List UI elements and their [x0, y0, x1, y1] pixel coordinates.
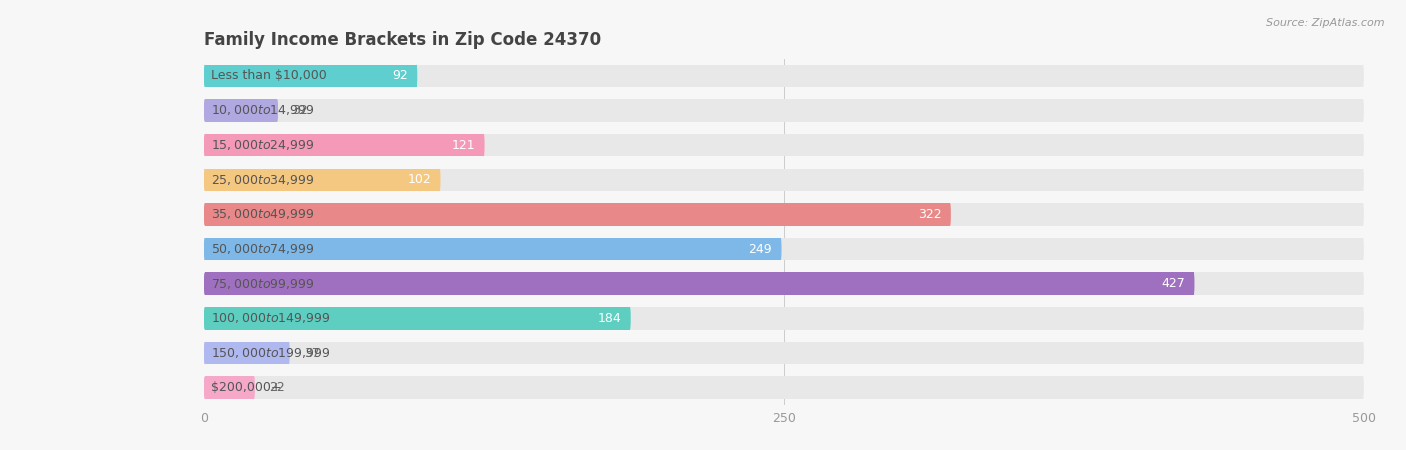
Circle shape	[949, 203, 950, 226]
Bar	[205, 342, 1362, 365]
Text: 32: 32	[292, 104, 308, 117]
Circle shape	[204, 342, 205, 365]
Text: 322: 322	[918, 208, 942, 221]
Text: 37: 37	[304, 346, 319, 360]
Circle shape	[1362, 238, 1364, 261]
Bar	[205, 307, 1362, 330]
Bar	[205, 238, 1362, 261]
Circle shape	[204, 168, 205, 191]
Circle shape	[416, 64, 418, 87]
Circle shape	[253, 376, 254, 399]
Bar	[205, 307, 630, 330]
Circle shape	[1362, 168, 1364, 191]
Circle shape	[630, 307, 631, 330]
Bar	[205, 203, 950, 226]
Circle shape	[204, 134, 205, 157]
Circle shape	[204, 307, 205, 330]
Text: $200,000+: $200,000+	[211, 381, 281, 394]
Text: 184: 184	[598, 312, 621, 325]
Circle shape	[484, 134, 485, 157]
Bar	[205, 238, 780, 261]
Bar	[205, 376, 1362, 399]
Bar	[205, 99, 1362, 122]
Bar	[205, 272, 1194, 295]
Circle shape	[204, 168, 205, 191]
Circle shape	[1362, 342, 1364, 365]
Text: 427: 427	[1161, 277, 1185, 290]
Circle shape	[204, 238, 205, 261]
Bar	[205, 134, 484, 157]
Bar	[205, 272, 1362, 295]
Circle shape	[204, 272, 205, 295]
Bar	[205, 64, 1362, 87]
Text: $10,000 to $14,999: $10,000 to $14,999	[211, 104, 315, 117]
Text: $150,000 to $199,999: $150,000 to $199,999	[211, 346, 330, 360]
Text: 92: 92	[392, 69, 408, 82]
Text: $25,000 to $34,999: $25,000 to $34,999	[211, 173, 315, 187]
Text: Family Income Brackets in Zip Code 24370: Family Income Brackets in Zip Code 24370	[204, 31, 600, 49]
Circle shape	[204, 376, 205, 399]
Circle shape	[1362, 203, 1364, 226]
Circle shape	[1362, 376, 1364, 399]
Text: $75,000 to $99,999: $75,000 to $99,999	[211, 277, 315, 291]
Bar	[205, 99, 277, 122]
Circle shape	[204, 203, 205, 226]
Text: 249: 249	[748, 243, 772, 256]
Text: 121: 121	[451, 139, 475, 152]
Circle shape	[780, 238, 782, 261]
Bar	[205, 134, 1362, 157]
Text: $100,000 to $149,999: $100,000 to $149,999	[211, 311, 330, 325]
Circle shape	[1362, 99, 1364, 122]
Circle shape	[1192, 272, 1195, 295]
Text: $50,000 to $74,999: $50,000 to $74,999	[211, 242, 315, 256]
Circle shape	[1362, 272, 1364, 295]
Text: $15,000 to $24,999: $15,000 to $24,999	[211, 138, 315, 152]
Circle shape	[204, 203, 205, 226]
Circle shape	[204, 64, 205, 87]
Circle shape	[204, 238, 205, 261]
Text: Less than $10,000: Less than $10,000	[211, 69, 326, 82]
Circle shape	[204, 134, 205, 157]
Bar	[205, 168, 1362, 191]
Circle shape	[288, 342, 290, 365]
Circle shape	[204, 342, 205, 365]
Circle shape	[1362, 64, 1364, 87]
Bar	[205, 203, 1362, 226]
Circle shape	[204, 272, 205, 295]
Text: 22: 22	[269, 381, 284, 394]
Circle shape	[277, 99, 278, 122]
Text: $35,000 to $49,999: $35,000 to $49,999	[211, 207, 315, 221]
Circle shape	[204, 99, 205, 122]
Circle shape	[1362, 134, 1364, 157]
Text: Source: ZipAtlas.com: Source: ZipAtlas.com	[1267, 18, 1385, 28]
Circle shape	[204, 376, 205, 399]
Circle shape	[204, 307, 205, 330]
Bar	[205, 342, 290, 365]
Bar	[205, 64, 416, 87]
Text: 102: 102	[408, 173, 432, 186]
Circle shape	[204, 99, 205, 122]
Bar	[205, 168, 440, 191]
Circle shape	[1362, 307, 1364, 330]
Circle shape	[204, 64, 205, 87]
Bar	[205, 376, 254, 399]
Circle shape	[439, 168, 440, 191]
